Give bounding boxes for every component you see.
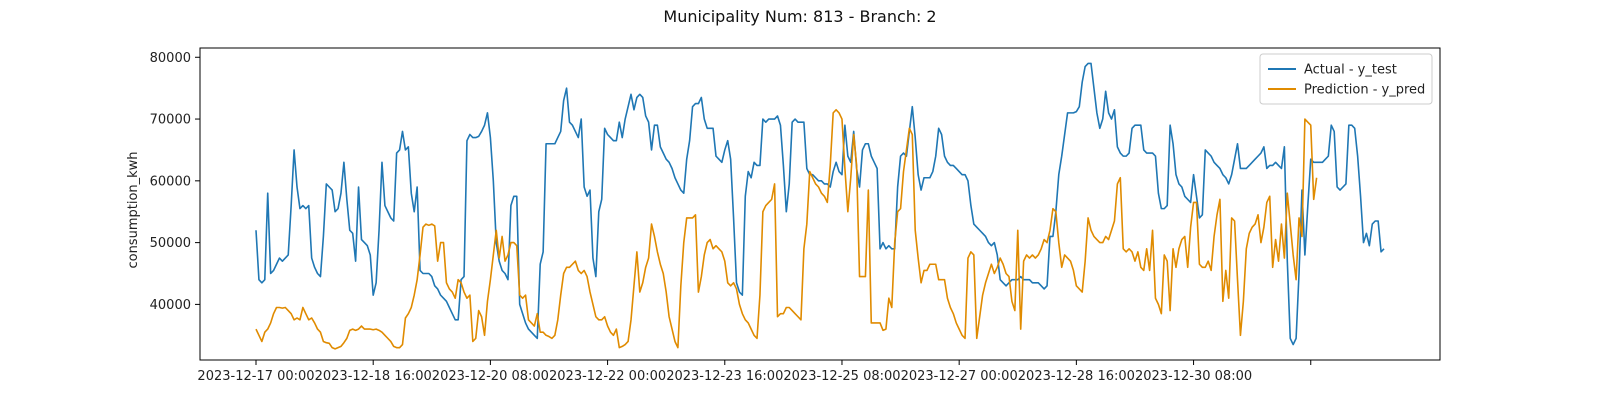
legend-entry: Actual - y_test	[1304, 63, 1397, 78]
chart-title: Municipality Num: 813 - Branch: 2	[663, 7, 936, 26]
legend: Actual - y_test Prediction - y_pred	[1259, 53, 1433, 105]
x-tick-label: 2023-12-30 08:00	[1135, 369, 1252, 384]
x-tick-label: 2023-12-23 16:00	[666, 369, 783, 384]
legend-box	[1259, 53, 1433, 105]
y-axis-label: consumption_kwh	[126, 151, 141, 268]
y-tick-label: 70000	[150, 113, 191, 128]
y-tick-label: 50000	[150, 236, 191, 251]
y-tick-label: 60000	[150, 174, 191, 189]
series-line-prediction	[255, 108, 1318, 350]
series-line-actual	[255, 62, 1385, 346]
y-tick-label: 80000	[150, 51, 191, 66]
axes: 40000 50000 60000 70000 80000 2023-12-17 00:0…	[150, 47, 1441, 384]
legend-entry: Prediction - y_pred	[1304, 83, 1425, 98]
plot-area	[255, 62, 1385, 350]
x-tick-label: 2023-12-28 16:00	[1018, 369, 1135, 384]
x-tick-label: 2023-12-18 16:00	[315, 369, 432, 384]
plot-frame	[199, 47, 1441, 361]
y-tick-label: 40000	[150, 298, 191, 313]
x-tick-label: 2023-12-25 08:00	[783, 369, 900, 384]
x-tick-label: 2023-12-27 00:00	[901, 369, 1018, 384]
x-tick-label: 2023-12-17 00:00	[197, 369, 314, 384]
x-tick-label: 2023-12-22 00:00	[549, 369, 666, 384]
x-tick-label: 2023-12-20 08:00	[432, 369, 549, 384]
